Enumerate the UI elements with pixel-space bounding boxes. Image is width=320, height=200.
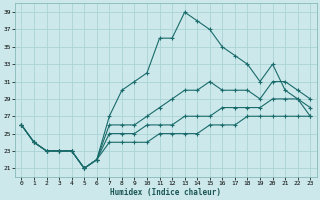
X-axis label: Humidex (Indice chaleur): Humidex (Indice chaleur) <box>110 188 221 197</box>
